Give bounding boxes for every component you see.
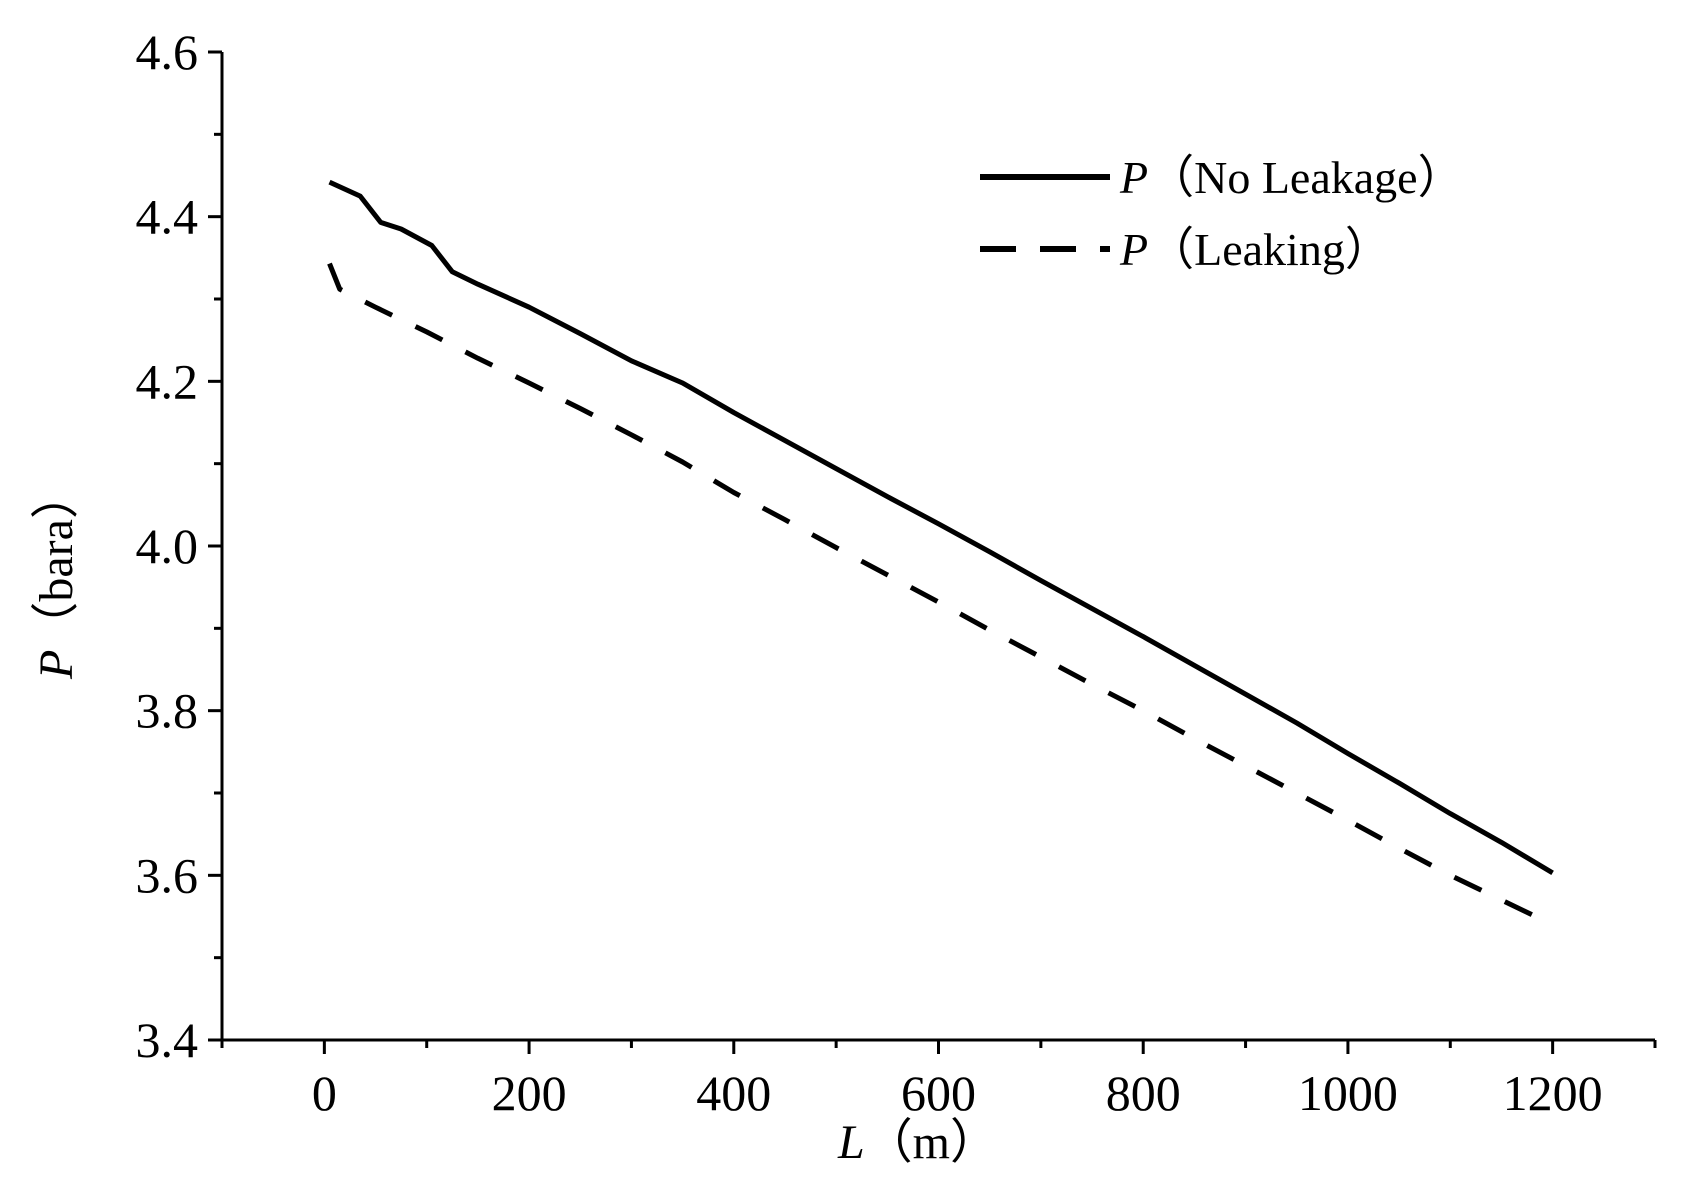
y-axis-title: P（bara） [30, 471, 83, 680]
legend-symbol: P [1119, 152, 1148, 203]
y-axis-symbol: P [30, 650, 83, 680]
x-axis-unit: （m） [865, 1116, 998, 1169]
legend-label: P（No Leakage） [1119, 152, 1464, 203]
x-axis-title: L（m） [837, 1116, 998, 1169]
series-line-no-leakage [328, 179, 1554, 876]
x-tick-label: 400 [696, 1065, 771, 1121]
x-axis: 0 200 400 600 800 1000 1200 [220, 1040, 1657, 1121]
x-axis-symbol: L [837, 1116, 865, 1169]
y-tick-label: 3.6 [136, 847, 199, 903]
series-layer [327, 179, 1554, 927]
x-tick-label: 1200 [1503, 1065, 1603, 1121]
x-tick-label: 600 [901, 1065, 976, 1121]
legend-symbol: P [1119, 224, 1148, 275]
legend-text: （No Leakage） [1148, 152, 1464, 203]
y-tick-label: 3.4 [136, 1012, 199, 1068]
x-tick-label: 800 [1106, 1065, 1181, 1121]
y-tick-label: 4.0 [136, 518, 199, 574]
y-tick-label: 4.6 [136, 24, 199, 80]
x-tick-label: 1000 [1298, 1065, 1398, 1121]
legend-label: P（Leaking） [1119, 224, 1391, 275]
x-tick-label: 0 [312, 1065, 337, 1121]
series-line-leaking [327, 262, 1554, 927]
y-axis: 3.4 3.6 3.8 4.0 4.2 4.4 4.6 [136, 24, 222, 1068]
legend: P（No Leakage）P（Leaking） [980, 152, 1464, 275]
legend-text: （Leaking） [1148, 224, 1391, 275]
y-tick-label: 3.8 [136, 683, 199, 739]
y-tick-label: 4.4 [136, 189, 199, 245]
y-axis-unit: （bara） [30, 471, 83, 650]
x-tick-label: 200 [492, 1065, 567, 1121]
y-tick-label: 4.2 [136, 353, 199, 409]
